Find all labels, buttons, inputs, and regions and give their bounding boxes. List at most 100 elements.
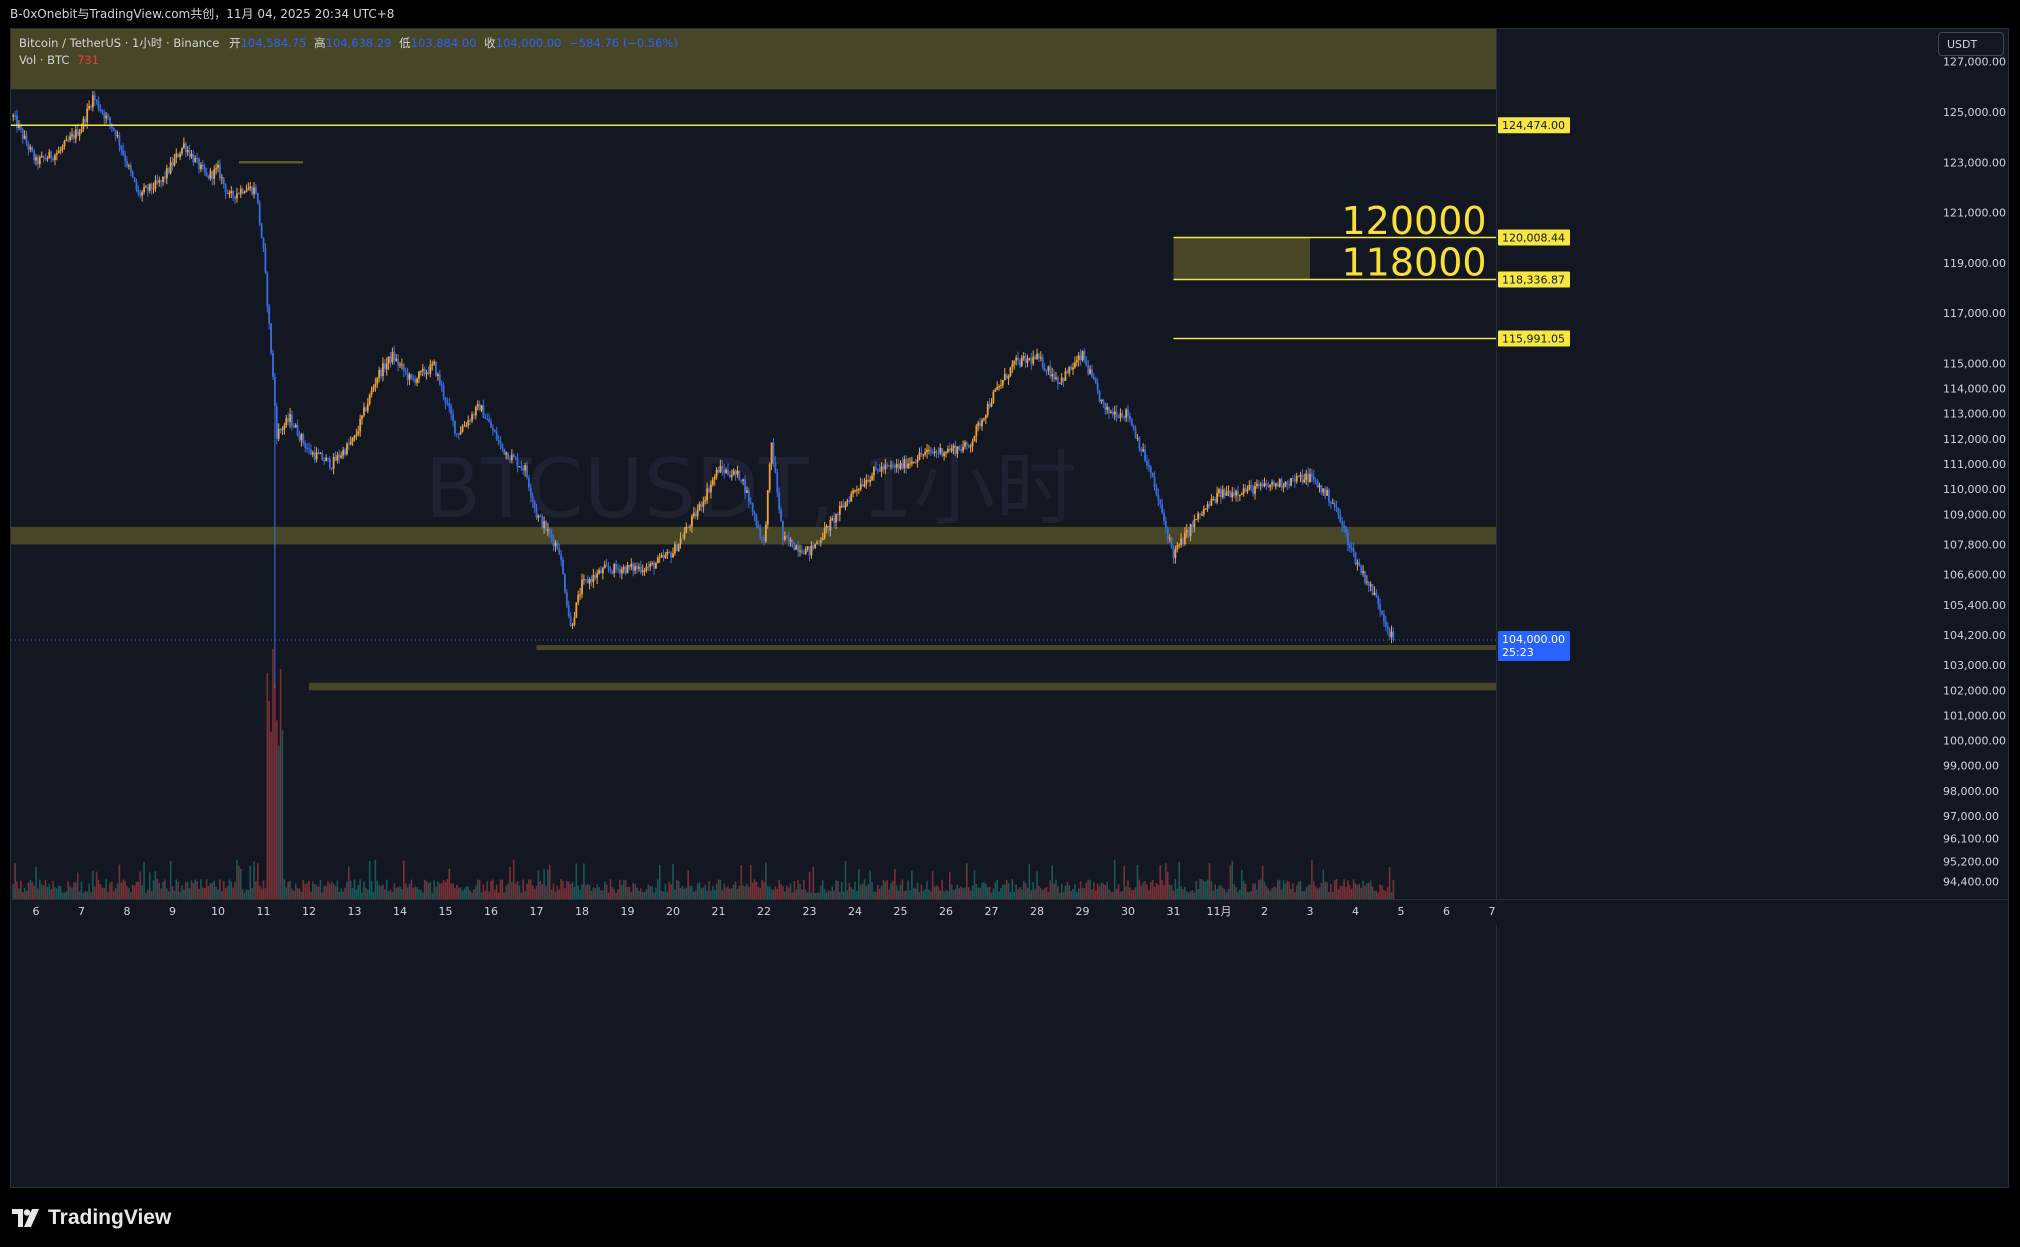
y-tick-label-2: 123,000.00 [1943,156,2006,169]
volume-bar-723 [1383,890,1385,899]
volume-label[interactable]: Vol · BTC [19,53,70,67]
symbol-label[interactable]: Bitcoin / TetherUS · 1小时 · Binance [19,36,220,50]
candle-body-67 [139,192,142,196]
volume-bar-518 [994,882,997,899]
volume-bar-659 [1261,865,1264,899]
volume-bar-62 [129,892,132,899]
candle-body-329 [636,566,638,569]
zone-rect-1[interactable] [11,29,1496,90]
volume-bar-130 [258,885,261,899]
volume-bar-440 [846,890,849,899]
volume-bar-617 [1182,889,1184,899]
volume-bar-588 [1127,880,1129,899]
volume-bar-207 [404,883,407,899]
volume-bar-2 [16,881,18,899]
candle-body-188 [368,394,371,404]
volume-bar-227 [442,879,445,899]
candle-body-189 [370,390,373,395]
candle-body-473 [909,463,911,465]
candle-body-491 [943,452,946,457]
candle-body-332 [641,570,644,573]
volume-bar-246 [478,880,481,899]
volume-bar-680 [1301,891,1304,899]
volume-bar-493 [947,890,949,899]
volume-bar-204 [399,886,401,899]
candle-body-517 [992,391,995,403]
candle-body-83 [169,162,172,173]
candle-body-77 [158,180,161,183]
x-tick-label-10: 16 [484,905,498,918]
candle-body-378 [728,474,731,478]
candle-body-611 [1170,537,1173,548]
chart-frame[interactable]: BTCUSDT, 1小时 120000 118000 127,000.00 125,00… [10,28,2009,1188]
volume-bar-99 [200,879,202,899]
x-tick-label-24: 30 [1121,905,1135,918]
volume-bar-186 [365,887,367,899]
volume-bar-421 [810,892,813,899]
volume-bar-580 [1112,891,1114,899]
candle-body-718 [1373,592,1376,595]
volume-bar-220 [429,882,432,899]
volume-bar-584 [1119,891,1122,899]
candle-body-653 [1250,484,1253,486]
zone-rect-4[interactable] [536,645,1497,651]
candle-body-338 [653,562,655,569]
zone-rect-5[interactable] [309,682,1496,691]
volume-bar-275 [533,889,536,899]
volume-bar-57 [120,882,123,899]
candle-body-567 [1087,365,1090,374]
volume-bar-201 [393,883,396,899]
zone-rect-3[interactable] [11,526,1496,545]
candle-body-185 [363,407,365,416]
candle-body-144 [285,418,288,426]
annotation-2[interactable]: 118000 [1342,241,1487,285]
axis-currency-button[interactable]: USDT [1938,32,2004,56]
candle-body-712 [1362,571,1364,574]
volume-bar-143 [283,879,286,899]
candle-body-707 [1352,548,1355,552]
volume-bar-179 [351,887,354,899]
volume-bar-321 [621,884,623,899]
volume-bar-716 [1369,880,1372,899]
volume-bar-687 [1314,886,1317,899]
volume-bar-417 [803,880,805,899]
volume-bar-348 [672,864,674,899]
volume-bar-101 [203,887,206,899]
volume-bar-160 [315,885,318,899]
volume-bar-161 [317,886,320,899]
volume-bar-604 [1157,884,1160,899]
candle-body-240 [467,419,470,426]
candle-body-164 [323,460,326,462]
price-chart[interactable]: BTCUSDT, 1小时120000118000127,000.00125,00… [11,29,2009,1188]
candle-body-662 [1267,485,1270,488]
volume-bar-13 [37,888,39,899]
candle-body-518 [994,389,997,392]
candle-body-625 [1197,513,1200,520]
volume-bar-171 [336,880,339,899]
volume-bar-628 [1203,880,1205,899]
candle-body-722 [1381,611,1383,614]
volume-bar-210 [410,879,413,899]
zone-rect-2[interactable] [1173,237,1311,280]
candle-body-175 [344,450,346,455]
volume-bar-616 [1180,886,1182,899]
volume-bar-393 [757,886,760,899]
tradingview-logo[interactable]: TradingView [12,1204,171,1232]
candle-body-396 [763,537,765,542]
x-tick-label-27: 2 [1261,905,1268,918]
volume-bar-401 [772,890,775,899]
volume-bar-264 [512,859,515,899]
candle-body-74 [152,188,155,190]
candle-body-381 [734,470,737,475]
volume-bar-658 [1259,879,1262,899]
volume-bar-80 [164,879,166,899]
candle-body-292 [565,592,568,606]
candle-body-53 [112,127,115,131]
candle-body-212 [414,378,417,383]
volume-bar-16 [42,885,45,899]
candle-body-250 [486,418,489,420]
volume-bar-1 [14,863,16,899]
candle-body-459 [882,466,885,470]
annotation-1[interactable]: 120000 [1342,199,1487,243]
candle-body-723 [1383,613,1385,622]
